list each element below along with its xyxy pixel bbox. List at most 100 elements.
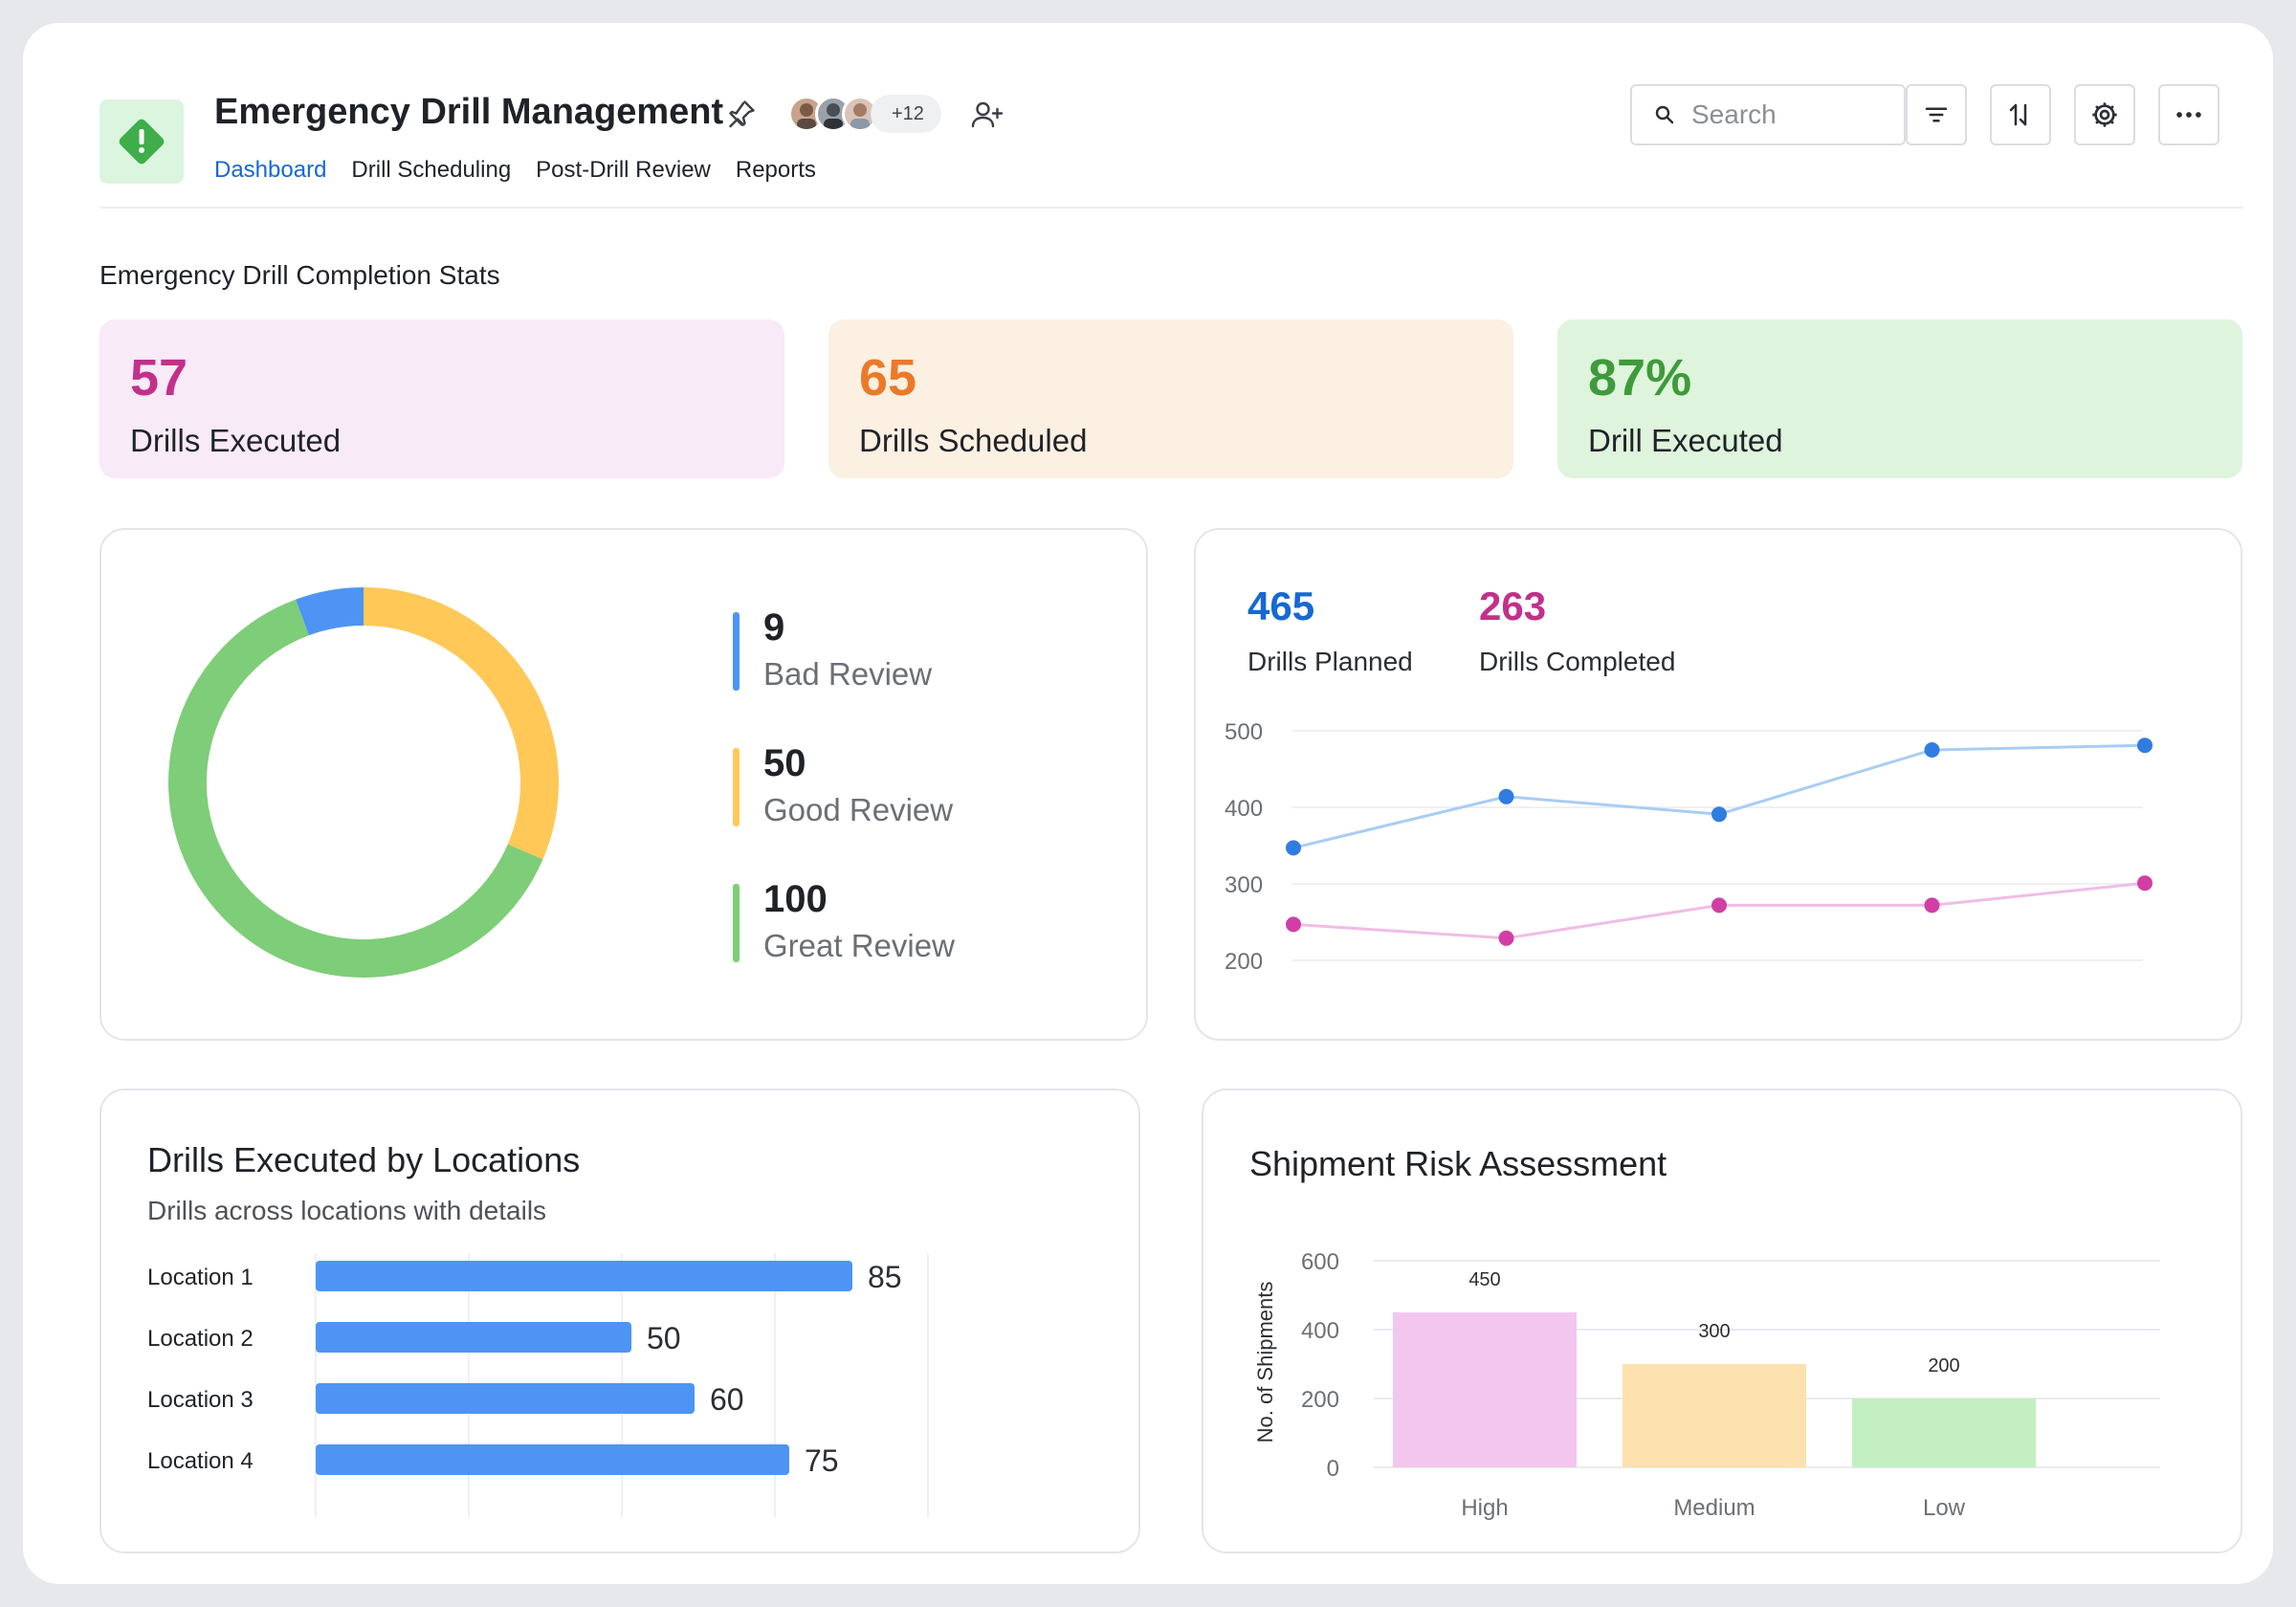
review-donut-chart [168, 587, 559, 978]
sort-button[interactable] [1990, 84, 2051, 145]
bar-value-label: 200 [1928, 1355, 1959, 1376]
stat-label: Drill Executed [1588, 423, 1783, 458]
data-point [1286, 840, 1301, 856]
add-user-icon[interactable] [970, 98, 1004, 132]
category-label: High [1461, 1495, 1508, 1521]
legend-color-bar [733, 884, 740, 962]
data-point [1924, 742, 1940, 758]
bar [316, 1383, 695, 1414]
filter-button[interactable] [1906, 84, 1967, 145]
bar-value-label: 75 [805, 1443, 839, 1478]
kpi-drills-completed-label: Drills Completed [1479, 647, 1676, 676]
shipment-risk-panel: Shipment Risk Assessment 600 400 200 0 No. o… [1202, 1089, 2242, 1553]
legend-label: Great Review [763, 928, 955, 963]
drills-line-chart: 500 400 300 200 [1225, 719, 2152, 975]
alert-diamond-icon [119, 119, 165, 165]
search-input[interactable] [1691, 99, 1883, 130]
category-label: Location 3 [147, 1387, 254, 1413]
app-logo [99, 99, 184, 184]
drills-trend-panel: 465 Drills Planned 263 Drills Completed … [1194, 528, 2242, 1041]
collaborator-avatars[interactable]: +12 [788, 94, 941, 134]
tab-reports[interactable]: Reports [735, 157, 816, 183]
legend-label: Good Review [763, 792, 954, 827]
donut-slice-great-review [168, 599, 543, 978]
stat-label: Drills Executed [130, 423, 342, 458]
category-label: Medium [1673, 1495, 1755, 1521]
category-label: Location 1 [147, 1265, 254, 1290]
pin-icon[interactable] [723, 98, 758, 132]
data-point [1711, 897, 1727, 914]
category-label: Location 2 [147, 1326, 254, 1352]
category-label: Location 4 [147, 1448, 254, 1474]
stat-value: 87% [1588, 349, 1692, 407]
stat-value: 65 [859, 349, 917, 407]
more-options-button[interactable] [2158, 84, 2219, 145]
data-point [1498, 788, 1514, 804]
data-point [1711, 806, 1727, 823]
y-tick-label: 400 [1301, 1318, 1339, 1344]
avatar [842, 96, 878, 132]
card-title: Shipment Risk Assessment [1249, 1144, 1667, 1183]
kpi-drills-completed-value: 263 [1479, 583, 1547, 628]
tab-drill-scheduling[interactable]: Drill Scheduling [351, 157, 512, 183]
bar [316, 1322, 631, 1353]
y-tick-label: 500 [1225, 719, 1263, 745]
kpi-drills-planned-value: 465 [1247, 583, 1315, 628]
nav-tabs: Dashboard Drill Scheduling Post-Drill Re… [214, 157, 816, 184]
shipment-risk-bar-chart: 600 400 200 0 No. of Shipments 450 High 300 Medi… [1253, 1249, 2160, 1521]
data-point [1498, 930, 1514, 946]
donut-slice-bad-review [295, 587, 364, 636]
header-divider [99, 207, 2242, 209]
stat-label: Drills Scheduled [859, 423, 1088, 458]
search-box[interactable] [1630, 84, 1906, 145]
card-subtitle: Drills across locations with details [147, 1196, 547, 1225]
review-summary-panel: 9 Bad Review 50 Good Review 100 Great Re… [99, 528, 1148, 1041]
data-point [1924, 897, 1940, 914]
more-avatars-count: +12 [871, 95, 941, 133]
locations-bar-chart: Location 1 85 Location 2 50 Location 3 60 Loca… [147, 1253, 929, 1517]
y-tick-label: 300 [1225, 872, 1263, 898]
y-tick-label: 0 [1327, 1456, 1339, 1482]
bar [1623, 1364, 1806, 1467]
stat-value: 57 [130, 349, 188, 407]
legend-color-bar [733, 612, 740, 691]
bar [1393, 1312, 1577, 1467]
stat-card-drill-executed-percent: 87% Drill Executed [1557, 319, 2242, 478]
bar [316, 1444, 789, 1475]
legend-value: 9 [763, 606, 785, 649]
y-tick-label: 200 [1225, 949, 1263, 975]
app-window: Emergency Drill Management +12 Dashboard… [23, 23, 2273, 1584]
legend-color-bar [733, 748, 740, 826]
locations-panel: Drills Executed by Locations Drills acro… [99, 1089, 1140, 1553]
more-horizontal-icon [2176, 112, 2201, 118]
bar-value-label: 50 [647, 1321, 681, 1355]
bar [1852, 1398, 2036, 1467]
bar-value-label: 60 [710, 1382, 744, 1417]
bar-value-label: 450 [1468, 1269, 1500, 1290]
bar-value-label: 85 [868, 1260, 902, 1294]
stat-card-drills-scheduled: 65 Drills Scheduled [828, 319, 1513, 478]
stat-card-drills-executed: 57 Drills Executed [99, 319, 784, 478]
data-point [2137, 875, 2152, 892]
card-title: Drills Executed by Locations [147, 1140, 581, 1179]
search-icon [1655, 105, 1674, 124]
tab-post-drill-review[interactable]: Post-Drill Review [536, 157, 711, 183]
legend-value: 100 [763, 878, 828, 920]
tab-dashboard[interactable]: Dashboard [214, 157, 327, 183]
gear-icon [2092, 102, 2117, 127]
data-point [2137, 737, 2152, 754]
legend-label: Bad Review [763, 656, 933, 692]
data-point [1286, 916, 1301, 933]
category-label: Low [1923, 1495, 1966, 1521]
y-tick-label: 200 [1301, 1387, 1339, 1413]
kpi-drills-planned-label: Drills Planned [1247, 647, 1413, 676]
filter-icon [1925, 107, 1948, 122]
sort-icon [2009, 103, 2027, 126]
y-tick-label: 400 [1225, 796, 1263, 822]
settings-button[interactable] [2074, 84, 2135, 145]
series-line-1 [1292, 743, 2146, 849]
section-title: Emergency Drill Completion Stats [99, 260, 500, 290]
y-axis-label: No. of Shipments [1253, 1282, 1277, 1443]
y-tick-label: 600 [1301, 1249, 1339, 1275]
donut-slice-good-review [363, 587, 559, 860]
